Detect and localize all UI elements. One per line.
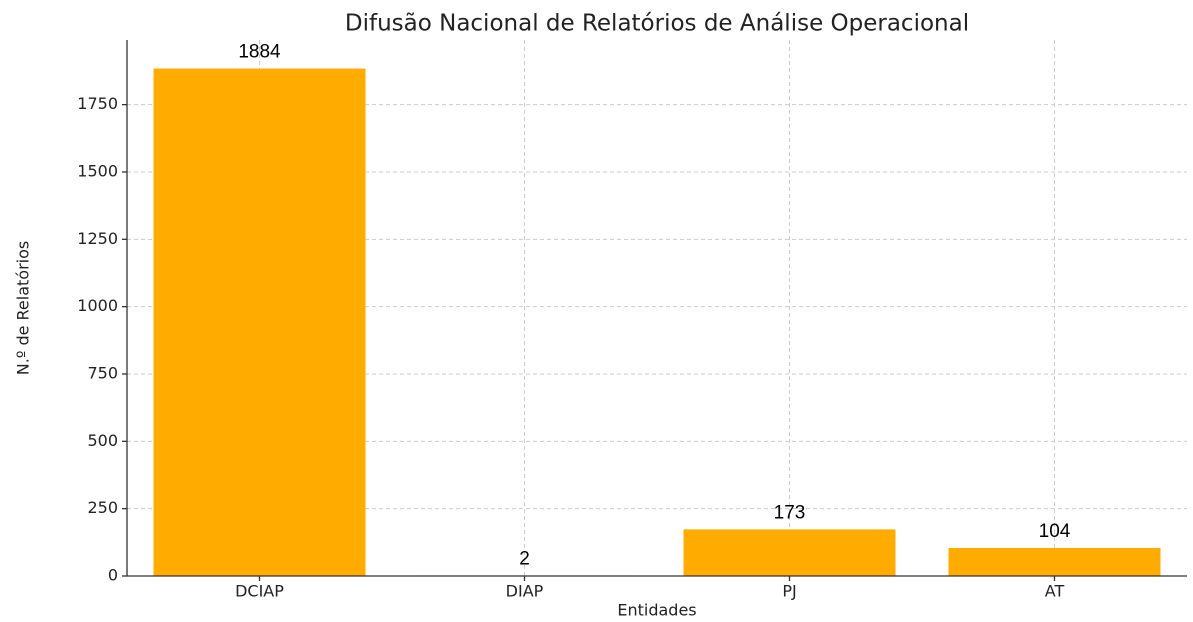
data-label: 173 (774, 502, 806, 523)
y-tick-label: 0 (108, 566, 118, 585)
bar (948, 547, 1161, 576)
bar (153, 68, 366, 576)
data-label: 104 (1039, 521, 1071, 542)
x-tick-label: AT (1045, 582, 1065, 601)
y-tick-label: 500 (87, 431, 118, 450)
y-tick-label: 1250 (77, 229, 118, 248)
y-tick-label: 1500 (77, 161, 118, 180)
y-tick-label: 1000 (77, 296, 118, 315)
y-axis-label: N.º de Relatórios (14, 241, 33, 375)
data-label: 2 (519, 548, 530, 569)
x-tick-label: DCIAP (235, 582, 284, 601)
y-tick-label: 750 (87, 363, 118, 382)
y-tick-label: 1750 (77, 94, 118, 113)
x-tick-label: DIAP (506, 582, 544, 601)
x-axis-label: Entidades (617, 601, 696, 620)
chart-title: Difusão Nacional de Relatórios de Anális… (345, 11, 969, 37)
x-tick-label: PJ (782, 582, 796, 601)
bar (683, 529, 896, 576)
y-tick-label: 250 (87, 498, 118, 517)
data-label: 1884 (238, 42, 281, 63)
